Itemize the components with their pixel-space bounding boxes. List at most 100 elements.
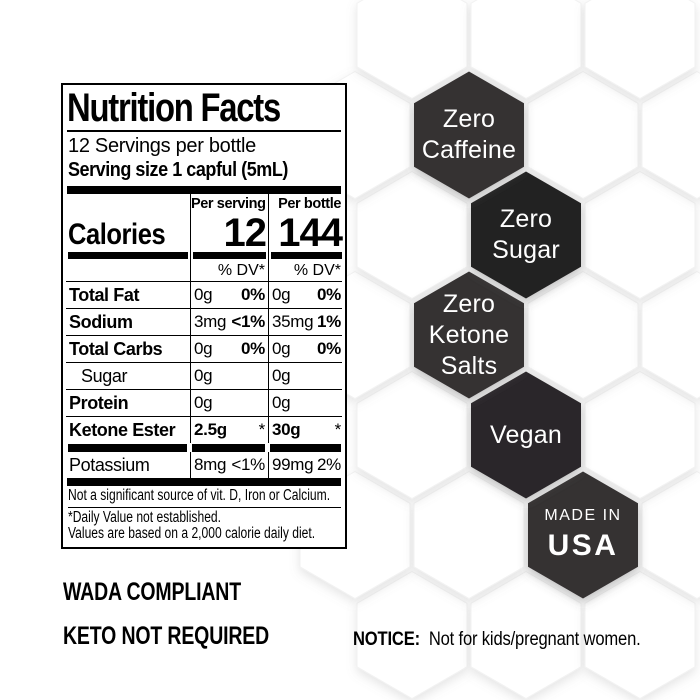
nutrient-values: 35mg 1% bbox=[268, 309, 344, 335]
nutrient-row: Total Fat 0g 0% 0g 0% bbox=[66, 281, 342, 308]
calories-underline-bar bbox=[68, 252, 188, 259]
dv-header-per-bottle: % DV* bbox=[268, 260, 344, 281]
calories-underline-bar bbox=[193, 252, 266, 259]
badge-hexagon bbox=[471, 371, 581, 499]
calories-label: Calories bbox=[68, 218, 166, 251]
calories-per-bottle-value: 144 bbox=[278, 211, 343, 255]
amount-value: 0g bbox=[272, 393, 291, 412]
daily-value: 0% bbox=[317, 339, 341, 358]
background-hexagon bbox=[584, 370, 696, 500]
nutrient-row: Total Carbs 0g 0% 0g 0% bbox=[66, 335, 342, 362]
nutrient-values: 3mg <1% bbox=[190, 309, 268, 335]
nutrient-name: Total Fat bbox=[69, 284, 140, 305]
nutrient-values: 0g bbox=[190, 390, 268, 416]
amount-value: 3mg bbox=[194, 312, 227, 331]
dv-header-empty-cell bbox=[66, 260, 190, 281]
daily-value: 0% bbox=[241, 285, 265, 304]
background-hexagon bbox=[470, 0, 582, 100]
title-rule bbox=[67, 130, 341, 132]
amount-value: 0g bbox=[194, 393, 213, 412]
nutrient-values: 30g * bbox=[268, 417, 344, 443]
background-hexagon bbox=[527, 270, 639, 400]
nutrient-row: Protein 0g 0g bbox=[66, 389, 342, 416]
amount-value: 0g bbox=[272, 285, 291, 304]
calories-label-cell: Calories bbox=[66, 194, 190, 260]
notice-line: NOTICE: Not for kids/pregnant women. bbox=[353, 628, 691, 651]
segmented-thick-bar bbox=[66, 443, 342, 452]
daily-value: * bbox=[258, 420, 266, 439]
background-hexagon bbox=[584, 0, 696, 100]
footnote-calorie-diet: Values are based on a 2,000 calorie dail… bbox=[68, 525, 316, 542]
amount-value: 0g bbox=[272, 366, 291, 385]
daily-value: * bbox=[334, 420, 342, 439]
background-hexagon bbox=[356, 370, 468, 500]
badge-hexagon bbox=[528, 471, 638, 599]
servings-per-bottle: 12 Servings per bottle bbox=[68, 135, 256, 157]
nutrition-title: Nutrition Facts bbox=[67, 86, 281, 130]
nutrient-values: 0g bbox=[190, 363, 268, 389]
nutrient-values: 0g bbox=[268, 390, 344, 416]
badge-hexagon bbox=[471, 171, 581, 299]
dv-header-per-serving: % DV* bbox=[190, 260, 268, 281]
daily-value: <1% bbox=[231, 312, 265, 331]
background-hexagon bbox=[413, 470, 525, 600]
background-hexagon bbox=[641, 270, 700, 400]
nutrient-name: Ketone Ester bbox=[69, 419, 176, 440]
keto-not-required-claim: KETO NOT REQUIRED bbox=[63, 622, 270, 650]
serving-size-line: Serving size 1 capful (5mL) bbox=[68, 159, 288, 181]
nutrient-values: 2.5g * bbox=[190, 417, 268, 443]
nutrient-values: 0g 0% bbox=[190, 336, 268, 362]
nutrient-name: Total Carbs bbox=[69, 338, 163, 359]
nutrient-row: Sugar 0g 0g bbox=[66, 362, 342, 389]
per-bottle-cell: Per bottle 144 bbox=[268, 194, 344, 260]
background-hexagon bbox=[527, 70, 639, 200]
nutrition-title-wrap: Nutrition Facts bbox=[66, 86, 342, 129]
background-hexagon bbox=[356, 0, 468, 100]
amount-value: 2.5g bbox=[194, 420, 227, 439]
nutrient-values: 99mg 2% bbox=[268, 452, 344, 478]
amount-value: 30g bbox=[272, 420, 301, 439]
footnotes: Not a significant source of vit. D, Iron… bbox=[66, 486, 342, 543]
background-hexagon bbox=[641, 470, 700, 600]
calories-section: Calories Per serving 12 Per bottle 144 bbox=[66, 194, 344, 260]
nutrient-values: 0g 0% bbox=[268, 336, 344, 362]
calories-per-serving-value: 12 bbox=[223, 211, 268, 255]
amount-value: 0g bbox=[194, 339, 213, 358]
nutrient-values: 0g bbox=[268, 363, 344, 389]
badge-hexagon bbox=[414, 271, 524, 399]
notice-label: NOTICE: bbox=[353, 628, 420, 650]
per-serving-cell: Per serving 12 bbox=[190, 194, 268, 260]
nutrient-name: Sodium bbox=[69, 311, 133, 332]
daily-value: 0% bbox=[241, 339, 265, 358]
amount-value: 8mg bbox=[194, 455, 227, 474]
nutrient-row: Potassium 8mg <1% 99mg 2% bbox=[66, 452, 342, 478]
nutrient-values: 0g 0% bbox=[268, 282, 344, 308]
footnote-daily-value: *Daily Value not established. bbox=[68, 508, 222, 526]
badge-hexagon bbox=[414, 71, 524, 199]
per-serving-header: Per serving bbox=[191, 196, 266, 212]
daily-value: 2% bbox=[317, 455, 341, 474]
background-hexagon bbox=[470, 570, 582, 700]
background-hexagon bbox=[584, 170, 696, 300]
nutrient-row: Ketone Ester 2.5g * 30g * bbox=[66, 416, 342, 443]
notice-text: Not for kids/pregnant women. bbox=[428, 628, 641, 650]
nutrient-rows: Total Fat 0g 0% 0g 0% Sodium 3mg <1% 35mg 1% Total… bbox=[66, 281, 342, 486]
background-hexagon bbox=[356, 570, 468, 700]
nutrient-name: Protein bbox=[69, 392, 129, 413]
per-bottle-header: Per bottle bbox=[278, 196, 341, 212]
nutrient-name: Potassium bbox=[69, 454, 150, 475]
daily-value-header-row: % DV* % DV* bbox=[66, 260, 342, 281]
nutrition-facts-label: Nutrition Facts 12 Servings per bottle S… bbox=[61, 83, 347, 549]
calories-underline-bar bbox=[271, 252, 342, 259]
amount-value: 0g bbox=[194, 285, 213, 304]
daily-value: 0% bbox=[317, 285, 341, 304]
amount-value: 0g bbox=[194, 366, 213, 385]
daily-value: <1% bbox=[231, 455, 265, 474]
nutrient-values: 0g 0% bbox=[190, 282, 268, 308]
thick-divider-bar bbox=[67, 186, 341, 194]
background-hexagon bbox=[584, 570, 696, 700]
nutrient-values: 8mg <1% bbox=[190, 452, 268, 478]
amount-value: 0g bbox=[272, 339, 291, 358]
